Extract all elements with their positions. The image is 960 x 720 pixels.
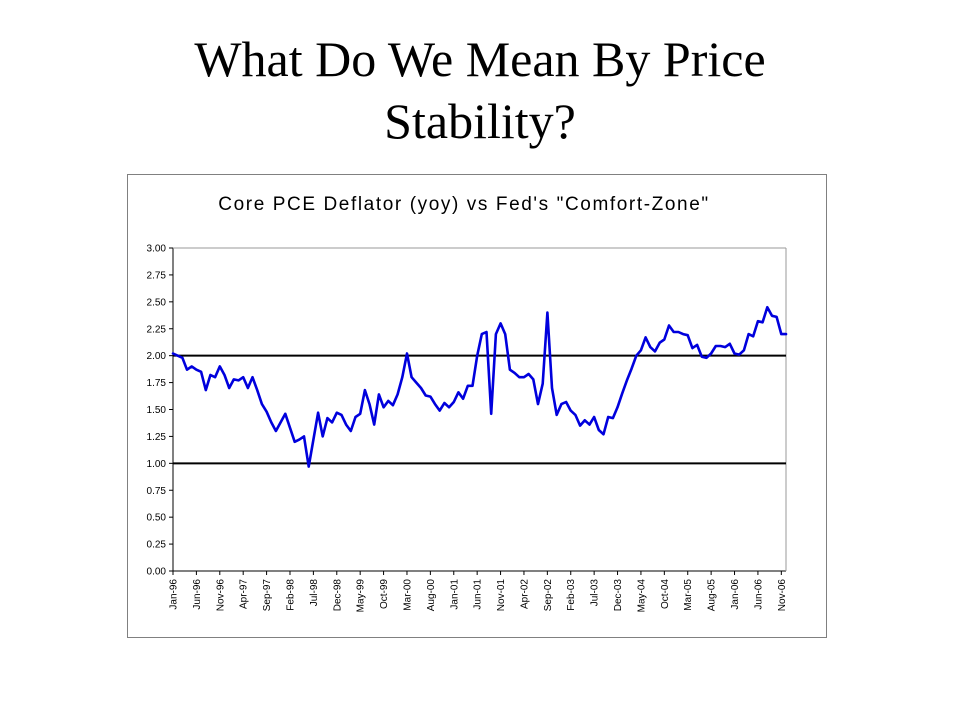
x-tick-label: Jan-01 [449,579,460,610]
y-tick-label: 0.00 [147,567,167,578]
x-tick-label: Mar-00 [402,579,413,611]
x-tick-label: Oct-04 [660,579,671,609]
x-tick-label: Feb-98 [285,579,296,611]
slide-title: What Do We Mean By Price Stability? [0,28,960,152]
y-tick-label: 3.00 [147,244,167,255]
y-tick-label: 1.00 [147,459,167,470]
x-tick-label: Nov-06 [777,579,788,612]
x-tick-label: Jul-98 [309,579,320,607]
x-tick-label: Jun-96 [192,579,203,610]
x-tick-label: Jan-96 [169,579,180,610]
x-tick-label: Mar-05 [683,579,694,611]
x-tick-label: Jun-01 [473,579,484,610]
y-tick-label: 2.50 [147,297,167,308]
x-tick-label: Apr-97 [239,579,250,609]
x-tick-label: Apr-02 [519,579,530,609]
y-tick-label: 2.25 [147,324,167,335]
x-tick-label: Dec-98 [332,579,343,612]
x-tick-label: Feb-03 [566,579,577,611]
x-tick-label: Nov-96 [215,579,226,612]
chart-frame [127,174,827,638]
x-tick-label: Sep-02 [543,579,554,612]
y-tick-label: 0.75 [147,486,167,497]
x-tick-label: Aug-00 [426,579,437,612]
x-tick-label: Jun-06 [753,579,764,610]
y-tick-label: 2.00 [147,351,167,362]
y-tick-label: 0.50 [147,513,167,524]
x-tick-label: Oct-99 [379,579,390,609]
x-tick-label: May-99 [356,579,367,613]
x-tick-label: Sep-97 [262,579,273,612]
slide-title-line-1: What Do We Mean By Price [194,31,766,87]
y-tick-label: 1.75 [147,378,167,389]
x-tick-label: Jul-03 [590,579,601,607]
plot-area: 0.00 0.25 0.50 0.75 1.00 1.25 1.50 1.75 2.00 2.25… [147,244,788,613]
slide-title-line-2: Stability? [384,93,576,149]
x-tick-label: May-04 [636,579,647,613]
y-tick-label: 1.25 [147,432,167,443]
y-tick-label: 1.50 [147,405,167,416]
chart-title: Core PCE Deflator (yoy) vs Fed's "Comfor… [218,194,709,215]
core-pce-series-line [171,305,788,468]
x-tick-label: Jan-06 [730,579,741,610]
x-tick-label: Dec-03 [613,579,624,612]
y-tick-label: 2.75 [147,270,167,281]
x-tick-label: Nov-01 [496,579,507,612]
y-tick-label: 0.25 [147,540,167,551]
x-tick-label: Aug-05 [707,579,718,612]
